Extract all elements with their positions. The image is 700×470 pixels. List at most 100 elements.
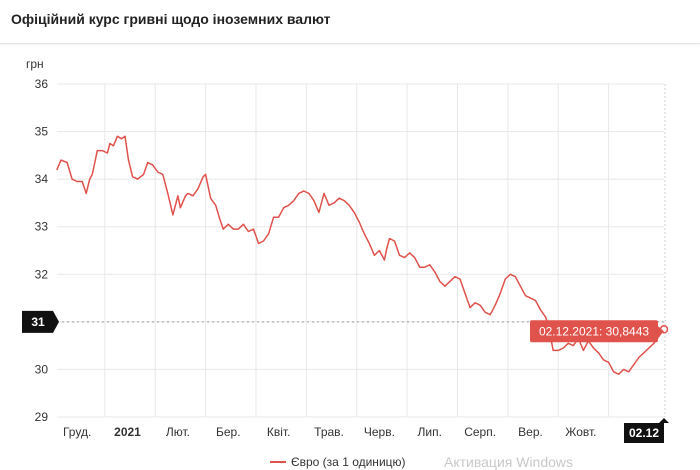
- data-point: [232, 228, 234, 230]
- data-point: [116, 135, 119, 137]
- data-point: [131, 176, 134, 178]
- data-point: [162, 173, 164, 175]
- data-point: [157, 171, 159, 173]
- data-point: [658, 335, 660, 337]
- data-point: [308, 192, 310, 195]
- data-point: [202, 176, 204, 178]
- data-point: [592, 347, 595, 349]
- data-point: [288, 204, 290, 206]
- data-point: [378, 249, 380, 252]
- legend-label[interactable]: Євро (за 1 одиницю): [291, 455, 406, 469]
- y-marker-label: 31: [31, 315, 45, 329]
- header: Офіційний курс гривні щодо іноземних вал…: [0, 0, 700, 44]
- windows-activation-watermark: Активация Windows: [444, 454, 574, 470]
- y-tick-label: 30: [35, 362, 49, 376]
- data-point: [338, 197, 340, 199]
- data-point: [439, 280, 441, 283]
- data-point: [557, 349, 559, 351]
- data-point: [353, 211, 355, 214]
- data-point: [444, 285, 446, 287]
- data-point: [106, 152, 108, 154]
- data-point: [648, 347, 650, 349]
- data-point: [71, 178, 73, 180]
- y-marker-badge[interactable]: [22, 310, 59, 333]
- data-point: [489, 314, 491, 316]
- data-point: [567, 342, 569, 344]
- data-point: [393, 240, 396, 242]
- data-point: [552, 349, 554, 351]
- x-tick-label: Трав.: [314, 425, 344, 439]
- data-point: [419, 266, 421, 268]
- data-point: [409, 252, 411, 254]
- data-point: [124, 135, 126, 137]
- data-point: [323, 192, 325, 195]
- data-point: [582, 349, 585, 351]
- y-tick-label: 35: [35, 125, 49, 139]
- data-point: [638, 356, 640, 359]
- y-tick-label: 32: [35, 267, 49, 281]
- data-point: [227, 223, 229, 225]
- data-point: [237, 228, 239, 230]
- x-tick-label: Груд.: [63, 425, 91, 439]
- data-point: [628, 371, 630, 373]
- data-point: [147, 161, 149, 164]
- y-axis: грн 29 30 32 33 34 35 36: [26, 57, 48, 424]
- data-point: [469, 306, 471, 309]
- y-axis-label: грн: [26, 57, 44, 71]
- data-point: [524, 295, 527, 297]
- data-point: [218, 216, 220, 218]
- data-point: [76, 180, 78, 183]
- x-tick-label: Вер.: [518, 425, 543, 439]
- data-point: [313, 199, 315, 202]
- data-point: [529, 297, 532, 299]
- x-tick-label: Бер.: [216, 425, 241, 439]
- x-tick-label: Серп.: [464, 425, 496, 439]
- data-point: [136, 178, 139, 180]
- x-tick-label: Лют.: [166, 425, 190, 439]
- x-marker-label: 02.12: [629, 426, 659, 440]
- data-point: [459, 278, 461, 280]
- data-point: [109, 142, 111, 145]
- x-tick-label: Лип.: [418, 425, 442, 439]
- data-point: [273, 216, 275, 218]
- markers[interactable]: 31 02.12.2021: 30,8443 02.12: [22, 310, 669, 443]
- data-point: [303, 190, 305, 192]
- data-point: [252, 228, 255, 230]
- data-point: [633, 364, 635, 366]
- data-point: [283, 207, 285, 209]
- data-point: [197, 188, 199, 190]
- data-point: [81, 180, 83, 183]
- data-point: [91, 173, 93, 175]
- data-point: [514, 276, 516, 278]
- data-point: [85, 192, 87, 195]
- data-point: [607, 361, 610, 363]
- data-point: [293, 199, 295, 202]
- data-point: [205, 173, 207, 175]
- data-point: [545, 316, 547, 318]
- data-point: [210, 197, 212, 199]
- data-point: [262, 240, 265, 242]
- data-point: [257, 242, 260, 244]
- legend[interactable]: Євро (за 1 одиницю): [270, 455, 406, 469]
- data-point: [101, 150, 103, 152]
- data-point: [464, 292, 466, 294]
- grid: [57, 83, 666, 418]
- data-point: [60, 159, 62, 161]
- data-point: [484, 311, 486, 313]
- data-point: [623, 368, 625, 371]
- data-point: [184, 195, 187, 197]
- data-point: [539, 309, 542, 311]
- data-point: [429, 264, 431, 266]
- data-point: [414, 257, 416, 259]
- y-tick-label: 29: [35, 410, 49, 424]
- data-point: [562, 347, 564, 349]
- x-tick-label: Квіт.: [267, 425, 291, 439]
- data-point: [66, 161, 68, 164]
- x-tick-label: 2021: [114, 425, 141, 439]
- data-point: [56, 169, 58, 171]
- data-point: [143, 173, 145, 175]
- data-point: [373, 254, 375, 256]
- data-point: [267, 233, 270, 235]
- x-marker-badge[interactable]: [624, 423, 664, 443]
- tooltip-arrow: [658, 326, 664, 337]
